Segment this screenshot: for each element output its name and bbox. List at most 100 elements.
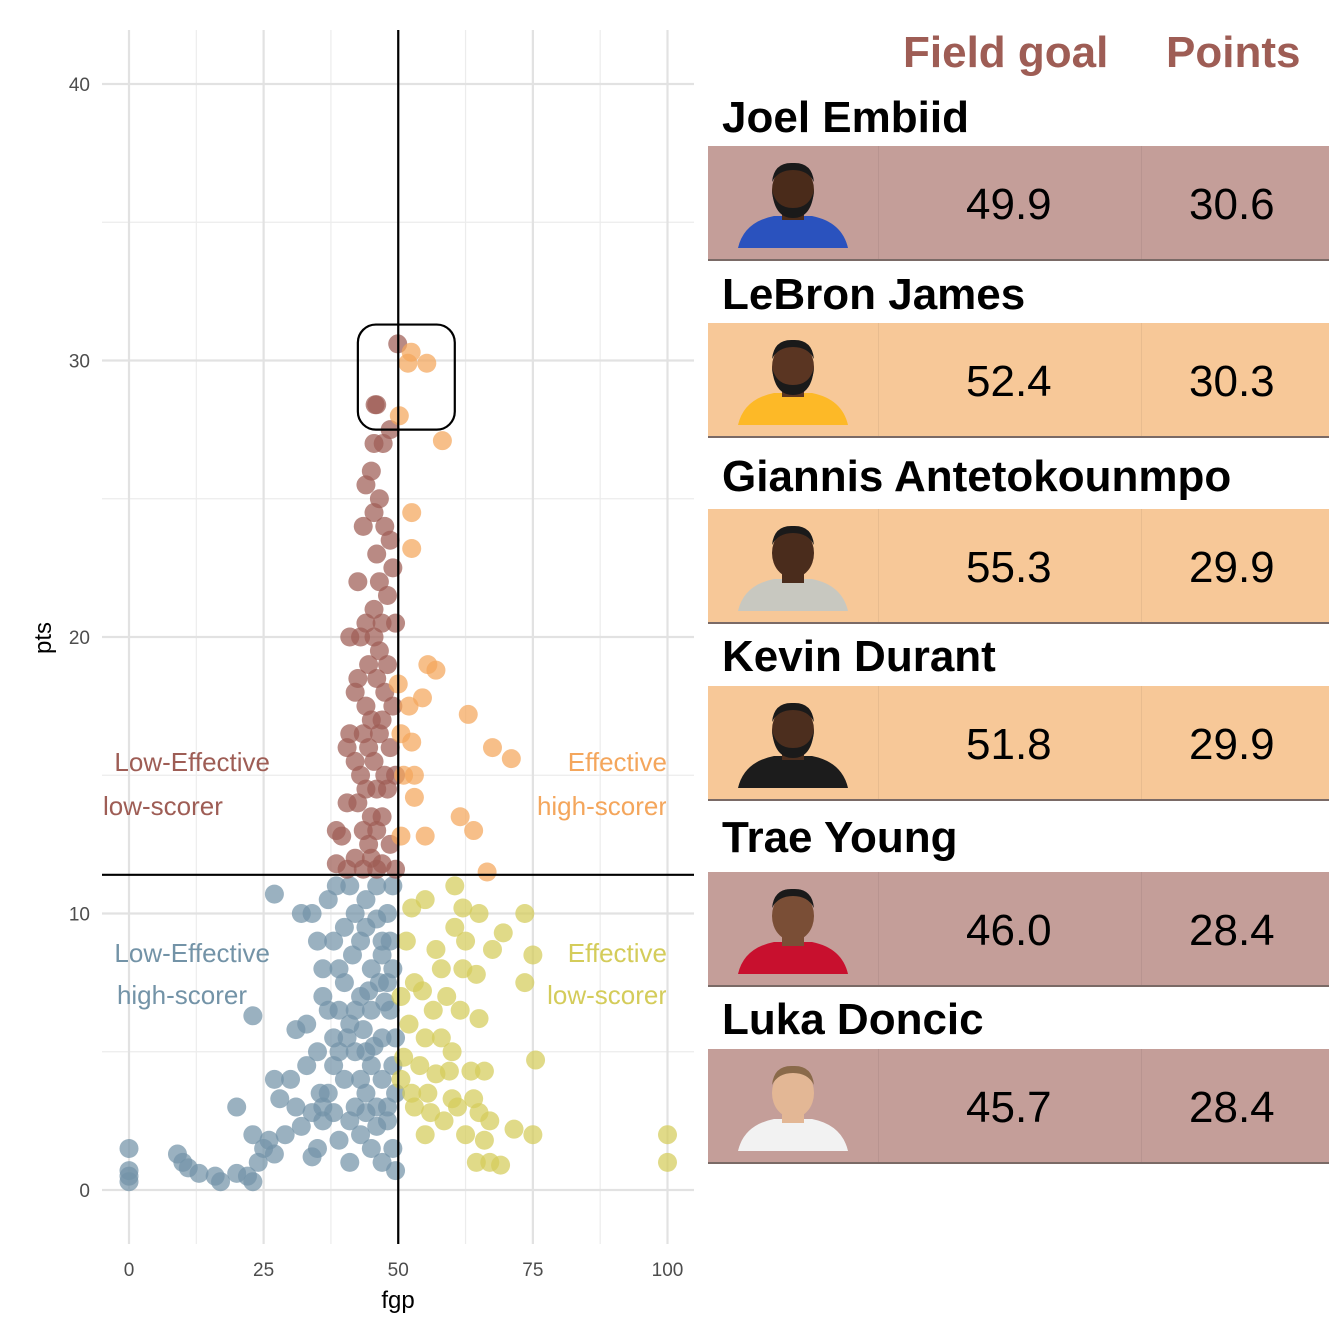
y-tick-label: 20	[69, 628, 90, 649]
data-point-low-effective-low-scorer	[337, 1028, 357, 1048]
quadrant-label-bottom-right: Effective	[568, 938, 667, 968]
quadrant-label-top-right: high-scorer	[537, 791, 667, 821]
axis-ticks: 0 25 50 75 100 0 10 20 30 40	[69, 75, 683, 1281]
data-point-low-effective-low-scorer	[367, 909, 387, 929]
player-row: 51.8 29.9	[708, 686, 1329, 801]
x-axis-label: fgp	[381, 1287, 414, 1314]
data-point-low-effective-low-scorer	[119, 1172, 139, 1192]
points-value: 29.9	[1189, 720, 1275, 769]
data-point-effective-low-scorer	[391, 986, 411, 1006]
data-point-low-effective-low-scorer	[264, 1069, 284, 1089]
points-value: 29.9	[1189, 543, 1275, 592]
data-point-low-effective-low-scorer	[353, 1020, 373, 1040]
field-goal-value: 46.0	[966, 906, 1052, 955]
data-point-effective-low-scorer	[469, 904, 489, 923]
data-point-effective-low-scorer	[442, 1042, 462, 1062]
player-row: 55.3 29.9	[708, 509, 1329, 624]
data-point-low-effective-high-scorer	[372, 613, 392, 633]
scatter-chart: 0 25 50 75 100 0 10 20 30 40 Low-Effective low-sco…	[30, 30, 694, 1314]
data-point-low-effective-low-scorer	[313, 959, 333, 979]
data-point-low-effective-low-scorer	[383, 876, 403, 896]
data-point-low-effective-low-scorer	[351, 1069, 371, 1089]
data-point-low-effective-high-scorer	[364, 433, 384, 453]
data-point-effective-low-scorer	[431, 1028, 451, 1048]
data-point-low-effective-low-scorer	[345, 904, 365, 923]
data-point-effective-high-scorer	[458, 704, 478, 724]
data-point-low-effective-low-scorer	[329, 1130, 349, 1150]
reference-lines	[102, 30, 694, 1244]
data-point-low-effective-low-scorer	[227, 1097, 247, 1117]
data-point-effective-low-scorer	[426, 939, 446, 959]
data-point-effective-high-scorer	[412, 688, 432, 708]
field-goal-value: 45.7	[966, 1083, 1052, 1132]
fg-cell	[878, 872, 1142, 985]
field-goal-value: 51.8	[966, 720, 1052, 769]
data-point-effective-low-scorer	[504, 1119, 524, 1139]
data-point-low-effective-high-scorer	[377, 586, 397, 606]
data-point-low-effective-high-scorer	[348, 793, 368, 813]
photo-cell	[708, 1049, 879, 1162]
quadrant-label-top-left: low-scorer	[103, 791, 223, 821]
data-point-effective-low-scorer	[480, 1111, 500, 1131]
data-point-effective-high-scorer	[501, 749, 521, 769]
player-row: 49.9 30.6	[708, 146, 1329, 261]
quadrant-label-bottom-left: high-scorer	[117, 980, 247, 1010]
data-point-low-effective-high-scorer	[367, 821, 387, 841]
data-point-effective-high-scorer	[402, 503, 422, 523]
y-tick-label: 40	[69, 75, 90, 96]
data-point-effective-low-scorer	[410, 1056, 430, 1076]
player-row: 45.7 28.4	[708, 1049, 1329, 1164]
quadrant-label-bottom-left: Low-Effective	[114, 938, 270, 968]
player-photo	[738, 162, 848, 248]
data-point-effective-high-scorer	[477, 862, 497, 882]
data-point-effective-low-scorer	[515, 973, 535, 993]
y-tick-label: 0	[79, 1181, 90, 1202]
data-point-low-effective-low-scorer	[307, 1139, 327, 1159]
data-point-low-effective-low-scorer	[372, 945, 392, 965]
data-point-effective-low-scorer	[412, 981, 432, 1001]
y-tick-label: 10	[69, 905, 90, 926]
data-point-low-effective-low-scorer	[324, 1103, 344, 1123]
points-value: 28.4	[1189, 1083, 1275, 1132]
data-point-effective-low-scorer	[523, 945, 543, 965]
data-point-low-effective-high-scorer	[337, 738, 357, 758]
data-point-low-effective-low-scorer	[270, 1089, 290, 1109]
data-point-effective-low-scorer	[445, 917, 465, 937]
data-point-low-effective-low-scorer	[364, 1036, 384, 1056]
data-point-effective-low-scorer	[469, 1009, 489, 1029]
col-header-points: Points	[1166, 28, 1301, 77]
player-row: 52.4 30.3	[708, 323, 1329, 438]
fg-cell	[878, 1049, 1142, 1162]
field-goal-value: 55.3	[966, 543, 1052, 592]
data-point-low-effective-low-scorer	[302, 904, 322, 923]
data-point-low-effective-low-scorer	[380, 931, 400, 951]
points-value: 30.6	[1189, 180, 1275, 229]
x-tick-label: 100	[652, 1260, 684, 1281]
data-point-effective-low-scorer	[434, 1111, 454, 1131]
data-point-low-effective-low-scorer	[189, 1163, 209, 1183]
data-point-low-effective-high-scorer	[356, 475, 376, 495]
data-point-low-effective-low-scorer	[324, 931, 344, 951]
data-point-low-effective-low-scorer	[367, 1116, 387, 1136]
data-point-low-effective-low-scorer	[386, 1028, 406, 1048]
data-point-effective-high-scorer	[426, 660, 446, 680]
data-point-low-effective-high-scorer	[332, 826, 352, 846]
data-point-effective-low-scorer	[456, 1125, 476, 1145]
data-point-low-effective-low-scorer	[264, 884, 284, 904]
data-point-low-effective-low-scorer	[334, 1069, 354, 1089]
data-point-low-effective-high-scorer	[383, 558, 403, 578]
player-name: Trae Young	[722, 813, 958, 862]
photo-cell	[708, 323, 879, 436]
data-point-low-effective-low-scorer	[243, 1172, 263, 1192]
data-point-effective-low-scorer	[418, 1083, 438, 1103]
data-point-low-effective-low-scorer	[359, 981, 379, 1001]
data-point-low-effective-high-scorer	[340, 627, 360, 647]
data-point-low-effective-high-scorer	[377, 779, 397, 799]
player-photo	[738, 702, 848, 788]
x-tick-label: 50	[388, 1260, 409, 1281]
col-header-field-goal: Field goal	[903, 28, 1109, 77]
quadrant-label-bottom-right: low-scorer	[547, 980, 667, 1010]
data-point-low-effective-low-scorer	[351, 1125, 371, 1145]
data-point-effective-high-scorer	[398, 353, 418, 373]
data-point-low-effective-low-scorer	[329, 1000, 349, 1020]
